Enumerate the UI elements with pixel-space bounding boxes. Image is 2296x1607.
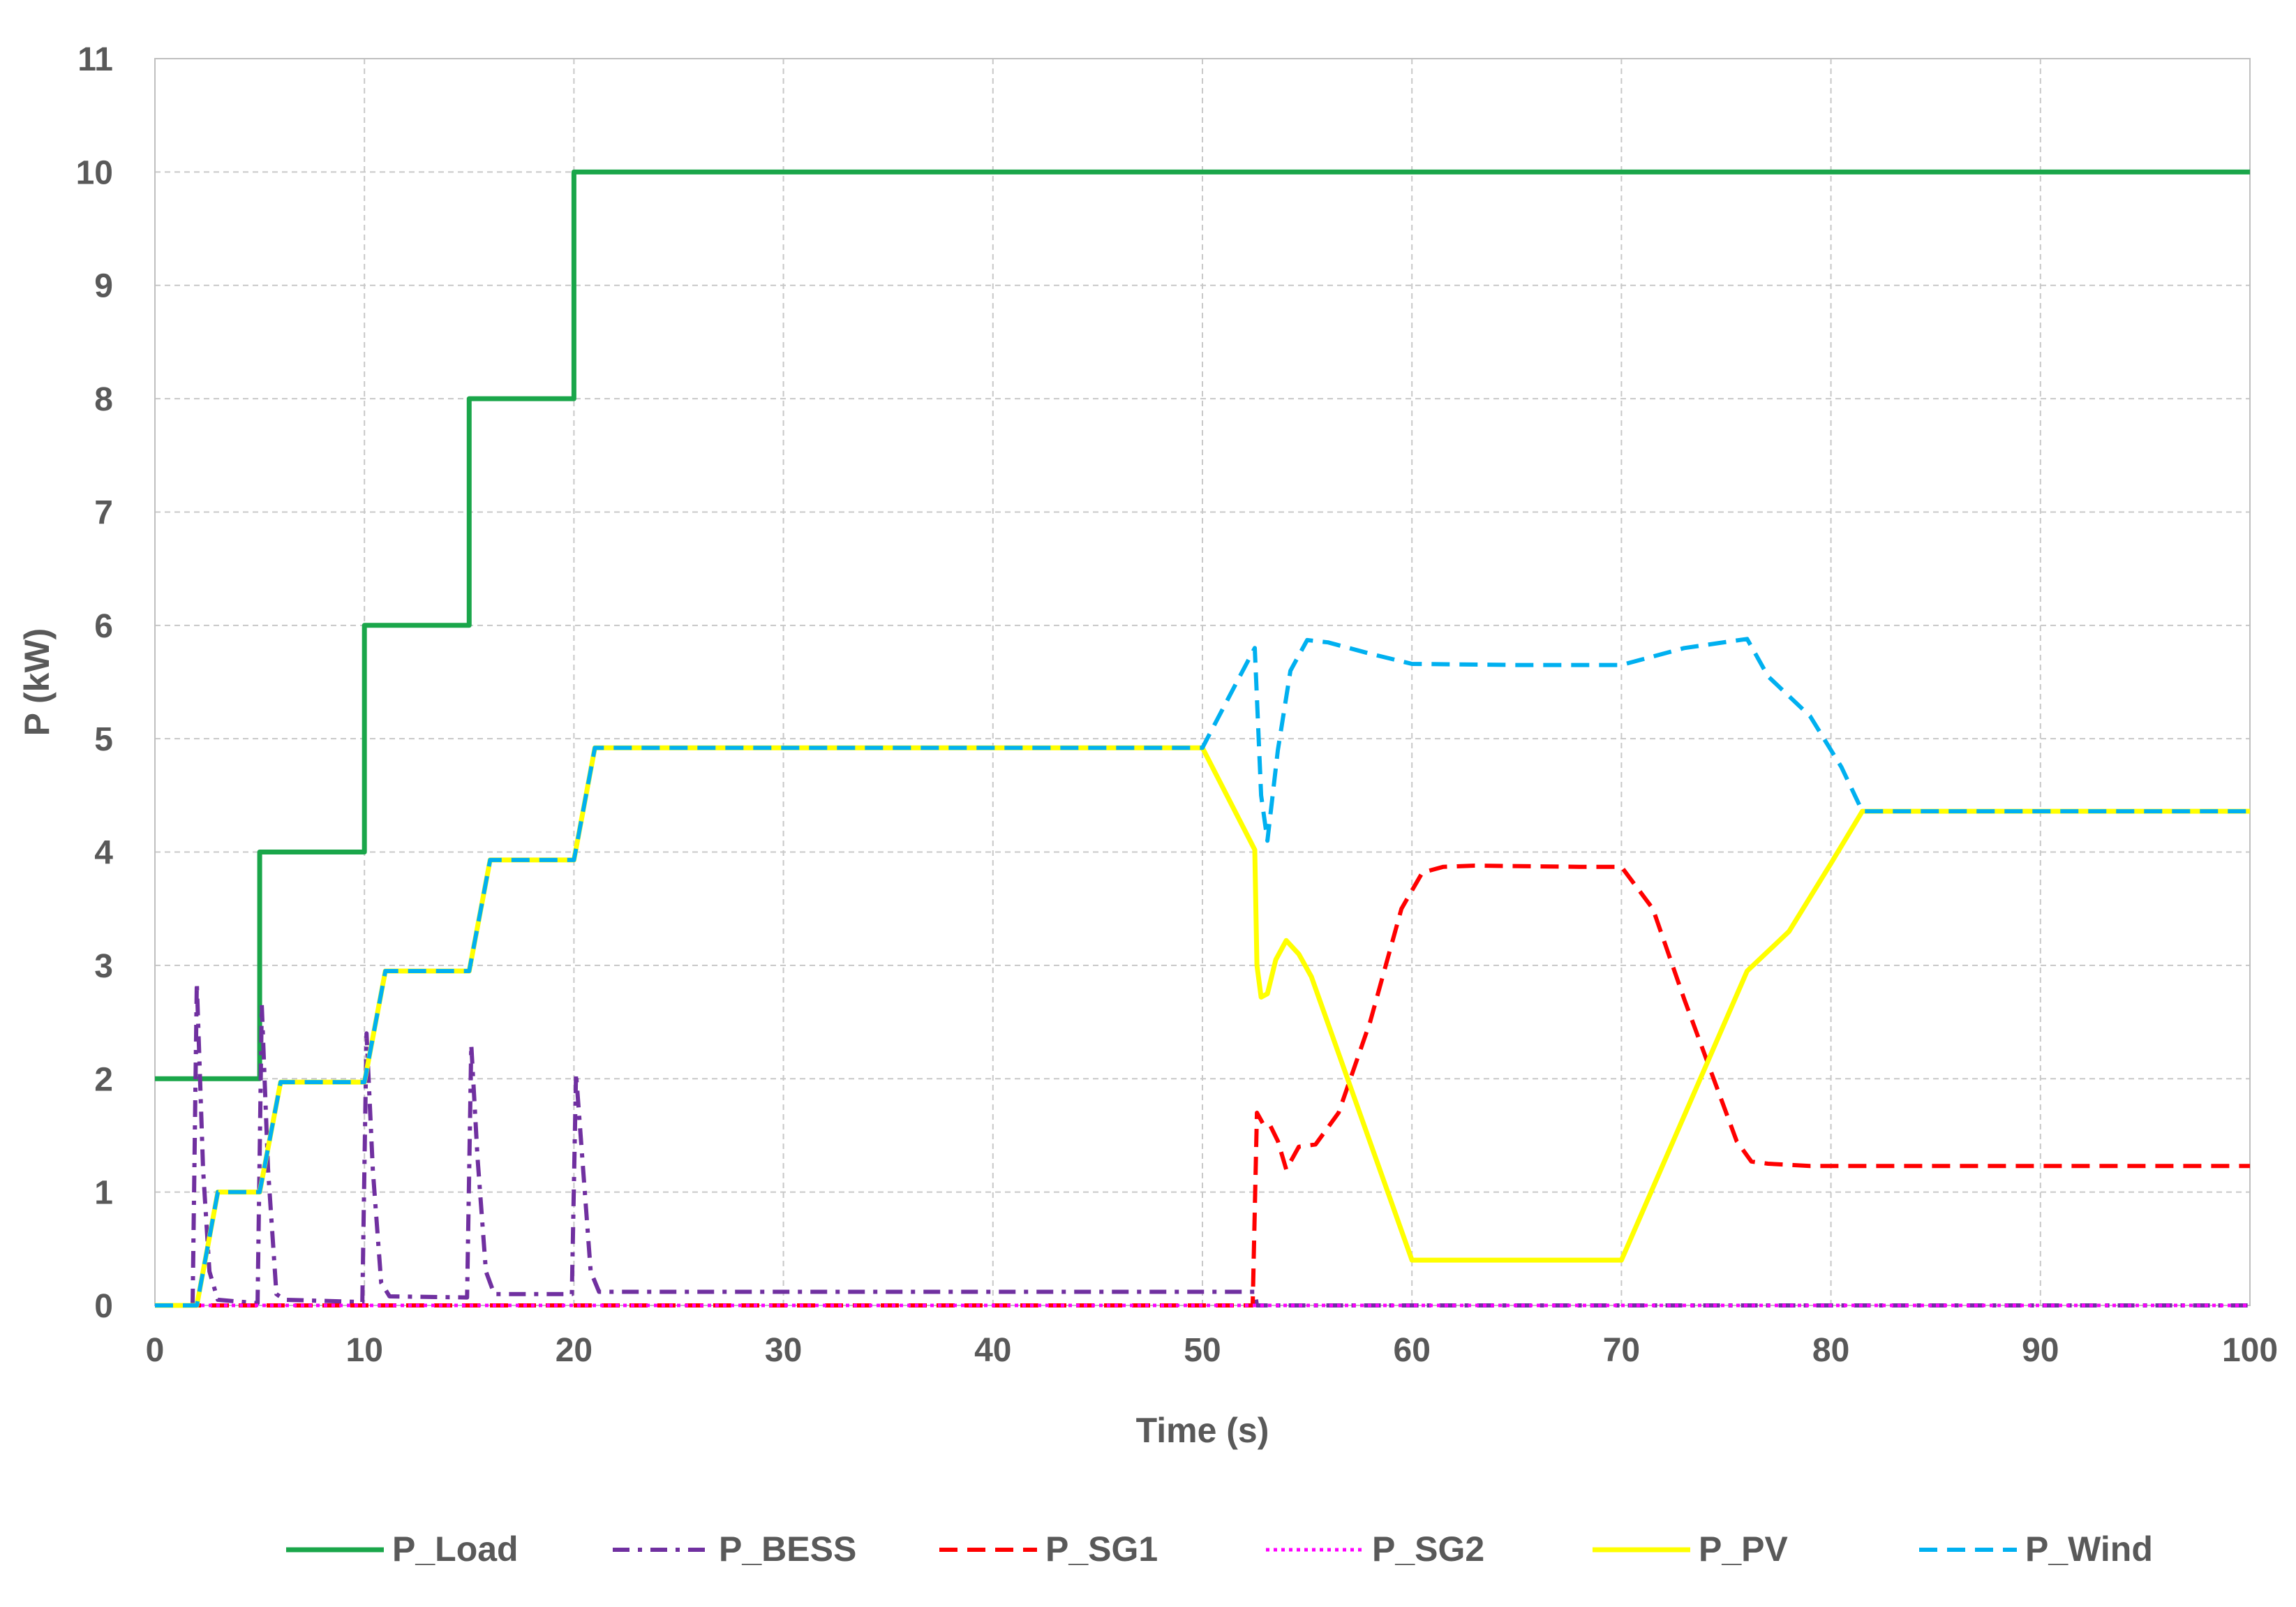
x-tick-label: 50 (1184, 1332, 1221, 1369)
x-axis-tick-labels: 0 10 20 30 40 50 60 70 80 90 100 (146, 1332, 2278, 1369)
series-line-p-sg1 (155, 864, 2250, 1308)
legend-item-p-sg1: P_SG1 (939, 1530, 1158, 1569)
y-axis-title: P (kW) (17, 628, 57, 736)
y-tick-label: 5 (94, 721, 113, 758)
y-axis-tick-labels: 0 1 2 3 4 5 6 7 8 9 10 11 (76, 41, 114, 1325)
legend-label: P_SG2 (1372, 1530, 1484, 1569)
series-line-p-wind (155, 637, 2250, 1308)
y-tick-label: 2 (94, 1061, 113, 1098)
x-tick-label: 0 (146, 1332, 165, 1369)
x-axis-title: Time (s) (1136, 1411, 1269, 1450)
x-tick-label: 100 (2222, 1332, 2278, 1369)
grid-lines (154, 58, 2251, 1306)
x-tick-label: 70 (1603, 1332, 1640, 1369)
y-tick-label: 6 (94, 608, 113, 645)
series-group (155, 169, 2250, 1308)
x-tick-label: 20 (556, 1332, 592, 1369)
y-tick-label: 8 (94, 381, 113, 418)
y-tick-label: 7 (94, 494, 113, 531)
legend-item-p-pv: P_PV (1593, 1530, 1789, 1569)
y-tick-label: 11 (77, 41, 113, 78)
legend-label: P_SG1 (1045, 1530, 1158, 1569)
legend: P_Load P_BESS P_SG1 P_SG2 P_PV P_Wind (286, 1530, 2153, 1569)
x-tick-label: 30 (765, 1332, 802, 1369)
legend-item-p-load: P_Load (286, 1530, 519, 1569)
x-tick-label: 80 (1812, 1332, 1849, 1369)
legend-label: P_Load (392, 1530, 519, 1569)
legend-label: P_Wind (2025, 1530, 2153, 1569)
x-tick-label: 40 (974, 1332, 1011, 1369)
x-tick-label: 90 (2022, 1332, 2059, 1369)
y-tick-label: 3 (94, 948, 113, 985)
legend-label: P_PV (1699, 1530, 1789, 1569)
y-tick-label: 4 (94, 835, 113, 872)
series-line-p-bess (155, 980, 2250, 1308)
legend-item-p-bess: P_BESS (613, 1530, 856, 1569)
x-tick-label: 10 (346, 1332, 383, 1369)
series-line-p-load (155, 169, 2250, 1081)
x-tick-label: 60 (1394, 1332, 1431, 1369)
legend-label: P_BESS (719, 1530, 856, 1569)
legend-item-p-wind: P_Wind (1919, 1530, 2153, 1569)
y-tick-label: 1 (94, 1175, 113, 1212)
legend-item-p-sg2: P_SG2 (1266, 1530, 1484, 1569)
y-tick-label: 10 (76, 154, 113, 191)
y-tick-label: 0 (94, 1288, 113, 1325)
y-tick-label: 9 (94, 268, 113, 305)
